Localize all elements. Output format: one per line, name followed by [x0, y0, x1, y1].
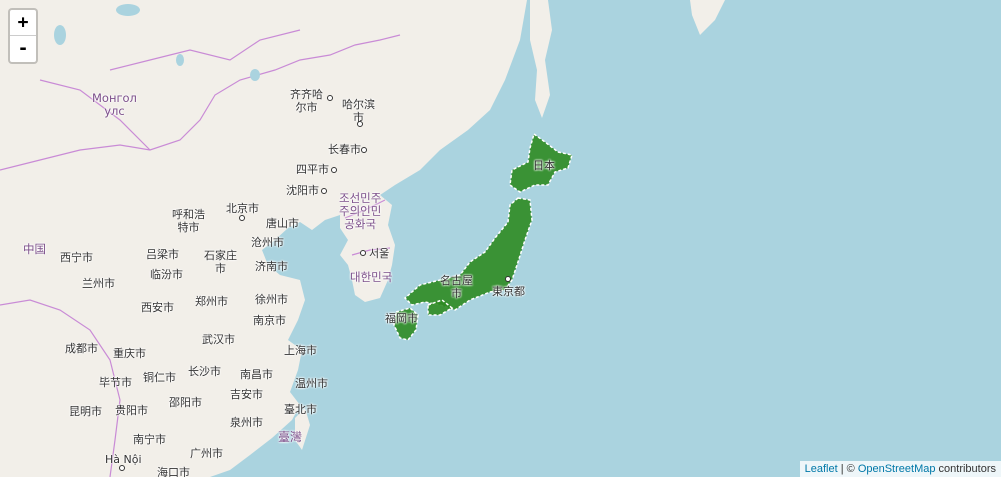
label-xining: 西宁市: [60, 251, 93, 264]
label-qiqihar: 齐齐哈 尔市: [290, 88, 323, 114]
label-linfen: 临汾市: [150, 268, 183, 281]
lakes: [54, 4, 260, 81]
label-nanning: 南宁市: [133, 433, 166, 446]
zoom-in-button[interactable]: +: [10, 10, 36, 36]
honshu: [403, 197, 533, 311]
label-fukuoka: 福岡市: [385, 312, 418, 325]
label-taipei: 臺北市: [284, 403, 317, 416]
label-north-korea: 조선민주 주의인민 공화국: [339, 191, 382, 231]
label-xuzhou: 徐州市: [255, 293, 288, 306]
label-kunming: 昆明市: [69, 405, 102, 418]
city-dot: [505, 276, 511, 282]
label-chongqing: 重庆市: [113, 347, 146, 360]
label-cangzhou: 沧州市: [251, 236, 284, 249]
label-tangshan: 唐山市: [266, 217, 299, 230]
label-jian: 吉安市: [230, 388, 263, 401]
label-hanoi: Hà Nội: [105, 453, 142, 466]
city-dot: [361, 147, 367, 153]
label-shanghai: 上海市: [284, 344, 317, 357]
label-haikou: 海口市: [157, 466, 190, 477]
label-tongren: 铜仁市: [143, 371, 176, 384]
city-dot: [357, 121, 363, 127]
kamchatka-landmass: [690, 0, 725, 35]
label-lvliang: 吕梁市: [146, 248, 179, 261]
attribution: Leaflet | © OpenStreetMap contributors: [799, 461, 1001, 477]
label-xian: 西安市: [141, 301, 174, 314]
label-tokyo: 東京都: [492, 285, 525, 298]
label-shaoyang: 邵阳市: [169, 396, 202, 409]
label-jinan: 济南市: [255, 260, 288, 273]
kyushu: [393, 307, 419, 341]
leaflet-link[interactable]: Leaflet: [804, 463, 838, 475]
label-nagoya: 名古屋 市: [440, 274, 473, 300]
shikoku: [427, 299, 454, 316]
label-shenyang: 沈阳市: [286, 184, 319, 197]
label-wuhan: 武汉市: [202, 333, 235, 346]
city-dot: [360, 250, 366, 256]
label-mongolia: Монгол улс: [92, 91, 137, 118]
label-shijiazhuang: 石家庄 市: [204, 249, 237, 275]
label-taiwan: 臺灣: [278, 430, 303, 444]
attribution-separator: | ©: [837, 463, 858, 475]
label-guiyang: 贵阳市: [115, 404, 148, 417]
label-guangzhou: 广州市: [190, 447, 223, 460]
label-south-korea: 대한민국: [350, 270, 393, 284]
label-nanjing: 南京市: [253, 314, 286, 327]
label-quanzhou: 泉州市: [230, 416, 263, 429]
label-zhengzhou: 郑州市: [195, 295, 228, 308]
label-nanchang: 南昌市: [240, 368, 273, 381]
mainland-landmass: [0, 0, 527, 477]
osm-link[interactable]: OpenStreetMap: [857, 463, 936, 475]
country-borders: [0, 29, 401, 477]
korea-landmass: [340, 195, 395, 302]
attribution-suffix: contributors: [935, 463, 996, 475]
city-dot: [119, 465, 125, 471]
label-china: 中国: [23, 242, 46, 256]
city-dot: [321, 188, 327, 194]
label-changsha: 长沙市: [188, 365, 221, 378]
taiwan-landmass: [295, 408, 310, 450]
label-harbin: 哈尔滨 市: [342, 98, 375, 124]
label-bijie: 毕节市: [99, 376, 132, 389]
sakhalin-landmass: [530, 0, 552, 118]
japan-highlight: [393, 132, 573, 341]
zoom-out-button[interactable]: -: [10, 36, 36, 62]
label-wenzhou: 温州市: [295, 377, 328, 390]
city-dot: [239, 215, 245, 221]
hokkaido: [509, 132, 573, 193]
label-seoul: 서울: [369, 247, 390, 260]
label-siping: 四平市: [296, 163, 329, 176]
label-lanzhou: 兰州市: [82, 277, 115, 290]
label-chengdu: 成都市: [65, 342, 98, 355]
label-japan: 日本: [533, 159, 555, 172]
zoom-control: + -: [8, 8, 38, 64]
label-hohhot: 呼和浩 特市: [172, 208, 205, 234]
city-dot: [331, 167, 337, 173]
hainan-landmass: [150, 465, 190, 477]
city-dot: [327, 95, 333, 101]
label-beijing: 北京市: [226, 202, 259, 215]
label-changchun: 长春市: [328, 143, 361, 156]
